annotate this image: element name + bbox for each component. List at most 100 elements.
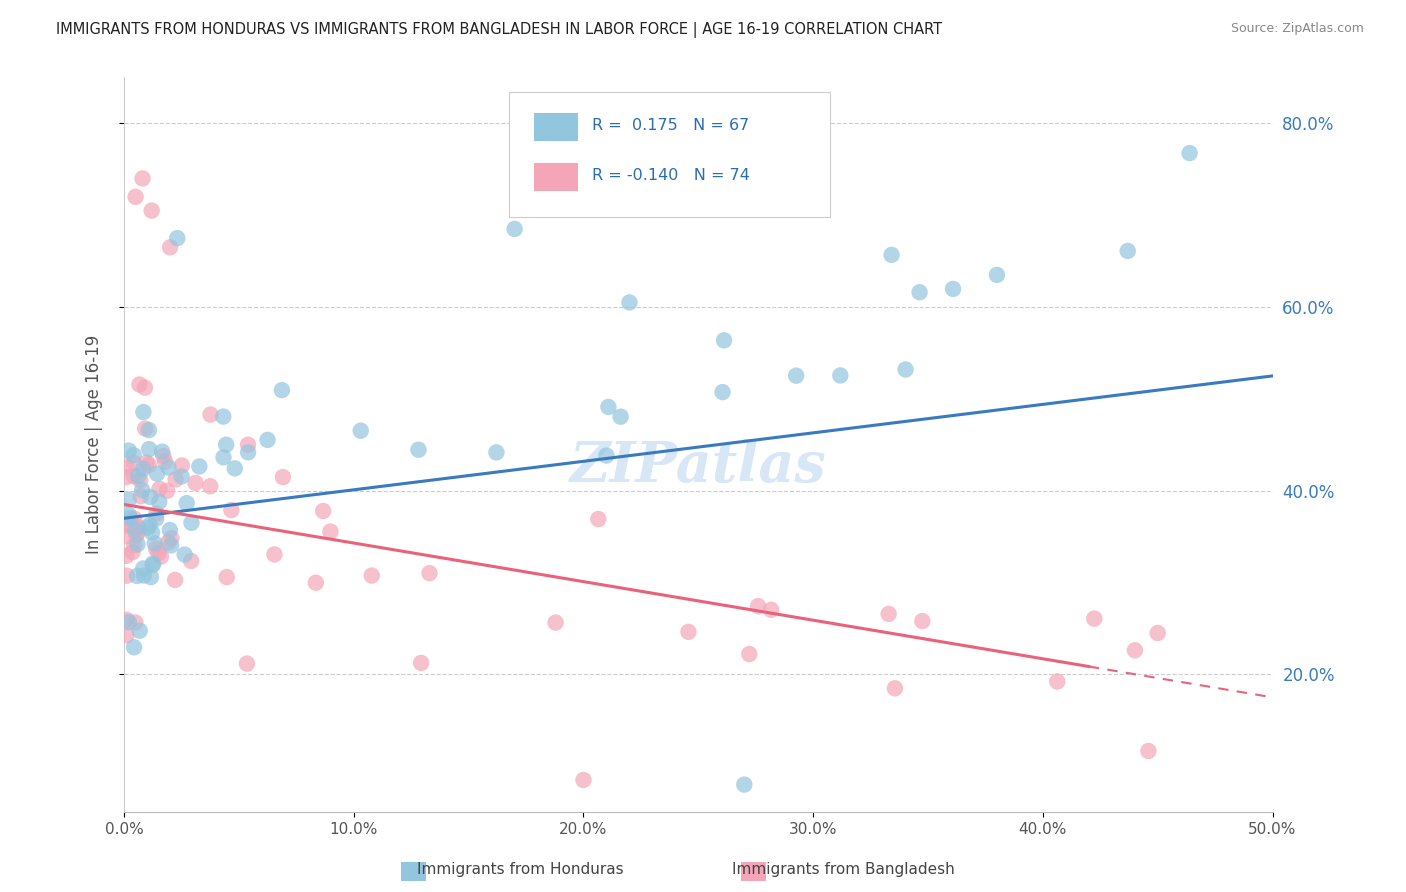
Point — [221, 503, 243, 517]
Point — [129, 489, 152, 503]
Point — [263, 548, 285, 562]
Point — [713, 334, 735, 348]
Point — [142, 557, 165, 571]
Bar — [534, 113, 578, 141]
Point — [124, 523, 146, 537]
Point — [148, 495, 170, 509]
Point — [131, 171, 153, 186]
Point — [894, 362, 917, 376]
Point — [128, 522, 150, 536]
Point — [141, 525, 163, 540]
Point — [160, 538, 183, 552]
Point — [132, 462, 155, 476]
Point — [908, 285, 931, 300]
Point — [350, 424, 373, 438]
Point — [122, 448, 145, 462]
Text: R = -0.140   N = 74: R = -0.140 N = 74 — [592, 169, 749, 184]
Point — [176, 496, 198, 510]
Point — [711, 385, 734, 400]
Point — [139, 490, 162, 504]
Point — [212, 450, 235, 465]
Point — [236, 445, 259, 459]
Point — [572, 772, 595, 787]
Point — [125, 528, 148, 542]
Point — [127, 469, 149, 483]
Point — [785, 368, 807, 383]
Point — [598, 400, 620, 414]
Point — [148, 482, 170, 496]
Point — [408, 442, 430, 457]
Point — [135, 456, 157, 470]
Point — [165, 573, 187, 587]
Point — [134, 422, 156, 436]
Point — [595, 449, 617, 463]
Point — [1083, 612, 1105, 626]
Point — [173, 548, 195, 562]
Point — [160, 531, 183, 545]
Point — [136, 521, 159, 535]
Point — [305, 575, 328, 590]
FancyBboxPatch shape — [509, 92, 831, 217]
Point — [418, 566, 440, 581]
Point — [122, 640, 145, 655]
Point — [188, 459, 211, 474]
Point — [880, 248, 903, 262]
Point — [884, 681, 907, 696]
Point — [619, 295, 641, 310]
Point — [124, 190, 146, 204]
Point — [152, 449, 174, 463]
Point — [312, 504, 335, 518]
Point — [115, 516, 138, 531]
Point — [830, 368, 852, 383]
Point — [138, 518, 160, 533]
Point — [153, 455, 176, 469]
Point — [115, 549, 138, 563]
Point — [738, 647, 761, 661]
Point — [149, 549, 172, 564]
Point — [148, 546, 170, 560]
Point — [121, 545, 143, 559]
Point — [127, 537, 149, 551]
Point — [159, 240, 181, 254]
Point — [145, 541, 167, 556]
Point — [360, 568, 382, 582]
Point — [877, 607, 900, 621]
Point — [759, 603, 782, 617]
Point — [942, 282, 965, 296]
Point — [1178, 146, 1201, 161]
Point — [1123, 643, 1146, 657]
Point — [271, 470, 294, 484]
Point — [609, 409, 631, 424]
Point — [128, 377, 150, 392]
Point — [122, 469, 145, 483]
Point — [122, 538, 145, 552]
Point — [200, 408, 222, 422]
Text: Immigrants from Honduras: Immigrants from Honduras — [418, 863, 623, 877]
Point — [544, 615, 567, 630]
Point — [115, 529, 138, 543]
Point — [184, 475, 207, 490]
Point — [122, 456, 145, 470]
Point — [157, 535, 180, 549]
Point — [138, 442, 160, 457]
Point — [678, 624, 700, 639]
Point — [141, 203, 163, 218]
Y-axis label: In Labor Force | Age 16-19: In Labor Force | Age 16-19 — [86, 335, 103, 555]
Point — [200, 479, 222, 493]
Point — [118, 443, 141, 458]
Point — [115, 518, 138, 533]
Point — [157, 460, 180, 475]
Point — [132, 561, 155, 575]
Point — [145, 507, 167, 521]
Point — [165, 472, 187, 486]
Point — [236, 438, 259, 452]
Point — [124, 615, 146, 630]
Point — [138, 458, 160, 472]
Point — [118, 492, 141, 507]
Point — [125, 569, 148, 583]
Point — [131, 483, 153, 497]
Point — [224, 461, 246, 475]
Point — [139, 570, 162, 584]
Text: IMMIGRANTS FROM HONDURAS VS IMMIGRANTS FROM BANGLADESH IN LABOR FORCE | AGE 16-1: IMMIGRANTS FROM HONDURAS VS IMMIGRANTS F… — [56, 22, 942, 38]
Point — [146, 467, 169, 481]
